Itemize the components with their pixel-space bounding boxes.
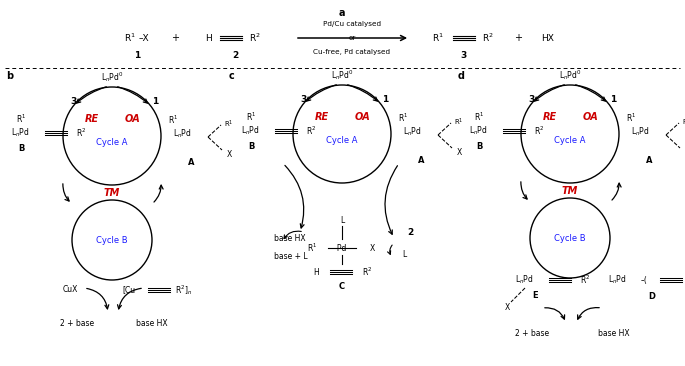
Text: CuX: CuX (62, 285, 77, 295)
Text: L$_n$Pd: L$_n$Pd (173, 128, 192, 140)
Text: H: H (205, 34, 212, 42)
Text: R$^1$: R$^1$ (224, 118, 234, 130)
Text: 1: 1 (610, 95, 616, 104)
Text: L: L (340, 216, 344, 224)
Text: L$_n$Pd$^0$: L$_n$Pd$^0$ (101, 70, 123, 84)
Text: d: d (458, 71, 465, 81)
Text: L$_n$Pd: L$_n$Pd (403, 126, 422, 138)
Text: L$_n$Pd: L$_n$Pd (515, 274, 534, 286)
Text: A: A (646, 156, 652, 164)
Text: RE: RE (314, 112, 329, 122)
Text: R$^2$: R$^2$ (249, 32, 261, 44)
Text: c: c (229, 71, 235, 81)
Text: Cycle A: Cycle A (326, 135, 358, 145)
Text: –(: –( (640, 276, 647, 284)
Text: D: D (649, 291, 656, 300)
Text: L$_n$Pd: L$_n$Pd (11, 127, 29, 139)
Text: R$^2$: R$^2$ (306, 125, 316, 137)
Text: Cycle B: Cycle B (96, 235, 128, 244)
Text: R$^2$: R$^2$ (362, 266, 372, 278)
Text: L: L (402, 250, 406, 258)
Text: R$^1$: R$^1$ (124, 32, 136, 44)
Text: B: B (476, 142, 482, 150)
Text: L$_n$Pd: L$_n$Pd (608, 274, 627, 286)
Text: a: a (339, 8, 345, 18)
Text: Cycle A: Cycle A (97, 138, 127, 146)
Text: R$^2$: R$^2$ (580, 274, 590, 286)
Text: X: X (456, 147, 462, 157)
Text: 3: 3 (71, 97, 77, 106)
Text: L$_n$Pd$^0$: L$_n$Pd$^0$ (559, 68, 582, 82)
Text: C: C (339, 281, 345, 291)
Text: L$_n$Pd$^0$: L$_n$Pd$^0$ (331, 68, 353, 82)
Text: base HX: base HX (274, 234, 306, 243)
Text: R$^1$: R$^1$ (16, 113, 26, 125)
Text: RE: RE (84, 114, 99, 124)
Text: R$^2$: R$^2$ (534, 125, 544, 137)
Text: X: X (369, 243, 375, 253)
Text: RE: RE (543, 112, 556, 122)
Text: 3: 3 (529, 95, 535, 104)
Text: 2 + base: 2 + base (60, 320, 94, 329)
Text: R$^1$: R$^1$ (432, 32, 444, 44)
Text: R$^1$: R$^1$ (626, 112, 636, 124)
Text: R$^2$: R$^2$ (76, 127, 86, 139)
Text: X: X (226, 149, 232, 158)
Text: 2: 2 (407, 228, 413, 236)
Text: Cycle B: Cycle B (554, 234, 586, 243)
Text: R$^1$: R$^1$ (474, 111, 484, 123)
Text: 1: 1 (134, 51, 140, 60)
Text: base HX: base HX (598, 329, 630, 339)
Text: 3: 3 (301, 95, 307, 104)
Text: b: b (6, 71, 13, 81)
Text: L$_n$Pd: L$_n$Pd (631, 126, 649, 138)
Text: [Cu: [Cu (122, 285, 135, 295)
Text: or: or (348, 35, 356, 41)
Text: +: + (514, 33, 522, 43)
Text: L$_n$Pd: L$_n$Pd (241, 125, 260, 137)
Text: 1: 1 (382, 95, 388, 104)
Text: TM: TM (562, 186, 578, 196)
Text: L$_n$Pd: L$_n$Pd (469, 125, 488, 137)
Text: A: A (188, 157, 195, 167)
Text: OA: OA (583, 112, 599, 122)
Text: R$^1$: R$^1$ (398, 112, 408, 124)
Text: HX: HX (542, 34, 554, 42)
Text: E: E (532, 291, 538, 299)
Text: Cu-free, Pd catalysed: Cu-free, Pd catalysed (314, 49, 390, 55)
Text: R$^1$: R$^1$ (682, 116, 685, 128)
Text: Pd/Cu catalysed: Pd/Cu catalysed (323, 21, 381, 27)
Text: Cycle A: Cycle A (554, 135, 586, 145)
Text: +: + (171, 33, 179, 43)
Text: 1: 1 (152, 97, 158, 106)
Text: OA: OA (355, 112, 371, 122)
Text: –Pd–: –Pd– (334, 243, 351, 253)
Text: 3: 3 (460, 51, 466, 60)
Text: R$^1$: R$^1$ (307, 242, 317, 254)
Text: base HX: base HX (136, 320, 168, 329)
Text: base + L: base + L (274, 251, 308, 261)
Text: R$^2$: R$^2$ (482, 32, 494, 44)
Text: A: A (418, 156, 424, 164)
Text: X: X (504, 303, 510, 313)
Text: B: B (18, 143, 24, 153)
Text: B: B (248, 142, 254, 150)
Text: 2: 2 (232, 51, 238, 60)
Text: OA: OA (125, 114, 140, 124)
Text: 2 + base: 2 + base (515, 329, 549, 339)
Text: –X: –X (138, 34, 149, 42)
Text: R$^2$]$_n$: R$^2$]$_n$ (175, 283, 192, 297)
Text: H: H (313, 268, 319, 276)
Text: TM: TM (104, 188, 120, 198)
Text: R$^1$: R$^1$ (168, 114, 178, 126)
Text: R$^1$: R$^1$ (454, 116, 464, 128)
Text: R$^1$: R$^1$ (246, 111, 256, 123)
